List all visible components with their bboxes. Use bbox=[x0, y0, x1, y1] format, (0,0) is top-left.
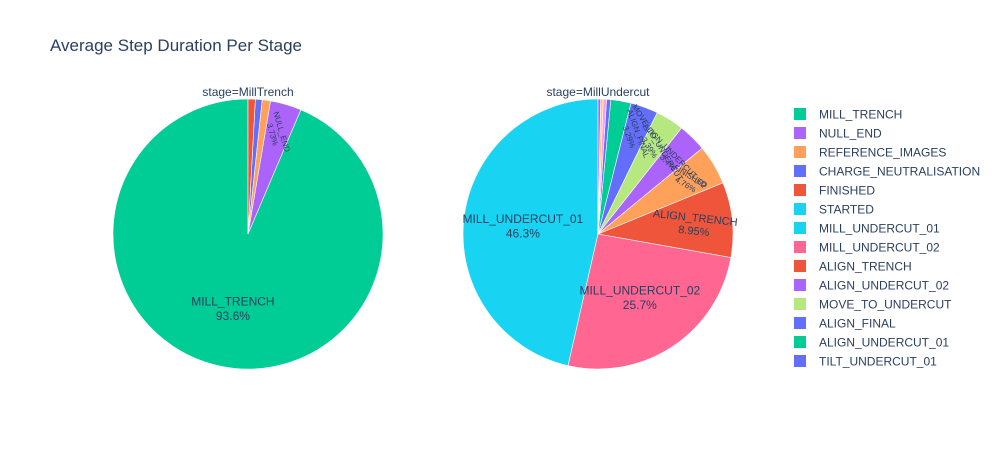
legend-swatch bbox=[794, 146, 806, 158]
legend-label: MILL_UNDERCUT_02 bbox=[819, 241, 940, 255]
legend-swatch bbox=[794, 108, 806, 120]
legend-label: MILL_TRENCH bbox=[819, 108, 902, 122]
legend-item-null-end[interactable]: NULL_END bbox=[794, 127, 882, 141]
legend-label: MILL_UNDERCUT_01 bbox=[819, 222, 940, 236]
legend-swatch bbox=[794, 355, 806, 367]
slice-label-name: MILL_UNDERCUT_02 bbox=[579, 284, 700, 298]
legend-label: ALIGN_TRENCH bbox=[819, 260, 912, 274]
legend-item-align-trench[interactable]: ALIGN_TRENCH bbox=[794, 260, 912, 274]
legend-label: CHARGE_NEUTRALISATION bbox=[819, 165, 980, 179]
legend-swatch bbox=[794, 165, 806, 177]
legend-swatch bbox=[794, 127, 806, 139]
legend-item-align-final[interactable]: ALIGN_FINAL bbox=[794, 317, 896, 331]
legend-label: MOVE_TO_UNDERCUT bbox=[819, 298, 952, 312]
pie-slice-null-end[interactable] bbox=[597, 98, 601, 235]
legend-label: ALIGN_FINAL bbox=[819, 317, 896, 331]
legend-swatch bbox=[794, 336, 806, 348]
legend-item-align-undercut-02[interactable]: ALIGN_UNDERCUT_02 bbox=[794, 279, 949, 293]
pie-slice-mill-undercut-01[interactable] bbox=[462, 98, 599, 366]
legend-item-mill-trench[interactable]: MILL_TRENCH bbox=[794, 108, 902, 122]
pie-slice-mill-undercut-02[interactable] bbox=[567, 233, 732, 370]
legend-swatch bbox=[794, 317, 806, 329]
legend: MILL_TRENCH NULL_END REFERENCE_IMAGES CHARG… bbox=[794, 108, 980, 369]
subplot-title-millundercut: stage=MillUndercut bbox=[546, 85, 650, 99]
legend-swatch bbox=[794, 260, 806, 272]
legend-item-move-to-undercut[interactable]: MOVE_TO_UNDERCUT bbox=[794, 298, 952, 312]
legend-swatch bbox=[794, 184, 806, 196]
slice-label-value: 93.6% bbox=[216, 309, 250, 323]
slice-label-value: 46.3% bbox=[506, 227, 540, 241]
slice-label-name: MILL_UNDERCUT_01 bbox=[463, 212, 584, 226]
legend-item-charge-neutralisation[interactable]: CHARGE_NEUTRALISATION bbox=[794, 165, 980, 179]
legend-swatch bbox=[794, 279, 806, 291]
legend-item-started[interactable]: STARTED bbox=[794, 203, 874, 217]
legend-item-align-undercut-01[interactable]: ALIGN_UNDERCUT_01 bbox=[794, 336, 949, 350]
pie-slice-finished[interactable] bbox=[247, 98, 256, 235]
chart-title: Average Step Duration Per Stage bbox=[50, 36, 302, 55]
legend-label: NULL_END bbox=[819, 127, 882, 141]
legend-swatch bbox=[794, 203, 806, 215]
legend-label: FINISHED bbox=[819, 184, 875, 198]
legend-swatch bbox=[794, 241, 806, 253]
legend-swatch bbox=[794, 298, 806, 310]
slice-label-value: 25.7% bbox=[623, 298, 657, 312]
legend-label: ALIGN_UNDERCUT_01 bbox=[819, 336, 949, 350]
legend-item-finished[interactable]: FINISHED bbox=[794, 184, 875, 198]
legend-label: STARTED bbox=[819, 203, 874, 217]
legend-label: TILT_UNDERCUT_01 bbox=[819, 355, 937, 369]
subplot-title-milltrench: stage=MillTrench bbox=[202, 85, 293, 99]
legend-item-mill-undercut-01[interactable]: MILL_UNDERCUT_01 bbox=[794, 222, 940, 236]
legend-item-mill-undercut-02[interactable]: MILL_UNDERCUT_02 bbox=[794, 241, 940, 255]
slice-label-value: 8.95% bbox=[678, 224, 711, 239]
legend-swatch bbox=[794, 222, 806, 234]
legend-label: ALIGN_UNDERCUT_02 bbox=[819, 279, 949, 293]
legend-item-tilt-undercut-01[interactable]: TILT_UNDERCUT_01 bbox=[794, 355, 937, 369]
legend-label: REFERENCE_IMAGES bbox=[819, 146, 946, 160]
slice-label-name: MILL_TRENCH bbox=[191, 295, 274, 309]
legend-item-reference-images[interactable]: REFERENCE_IMAGES bbox=[794, 146, 946, 160]
